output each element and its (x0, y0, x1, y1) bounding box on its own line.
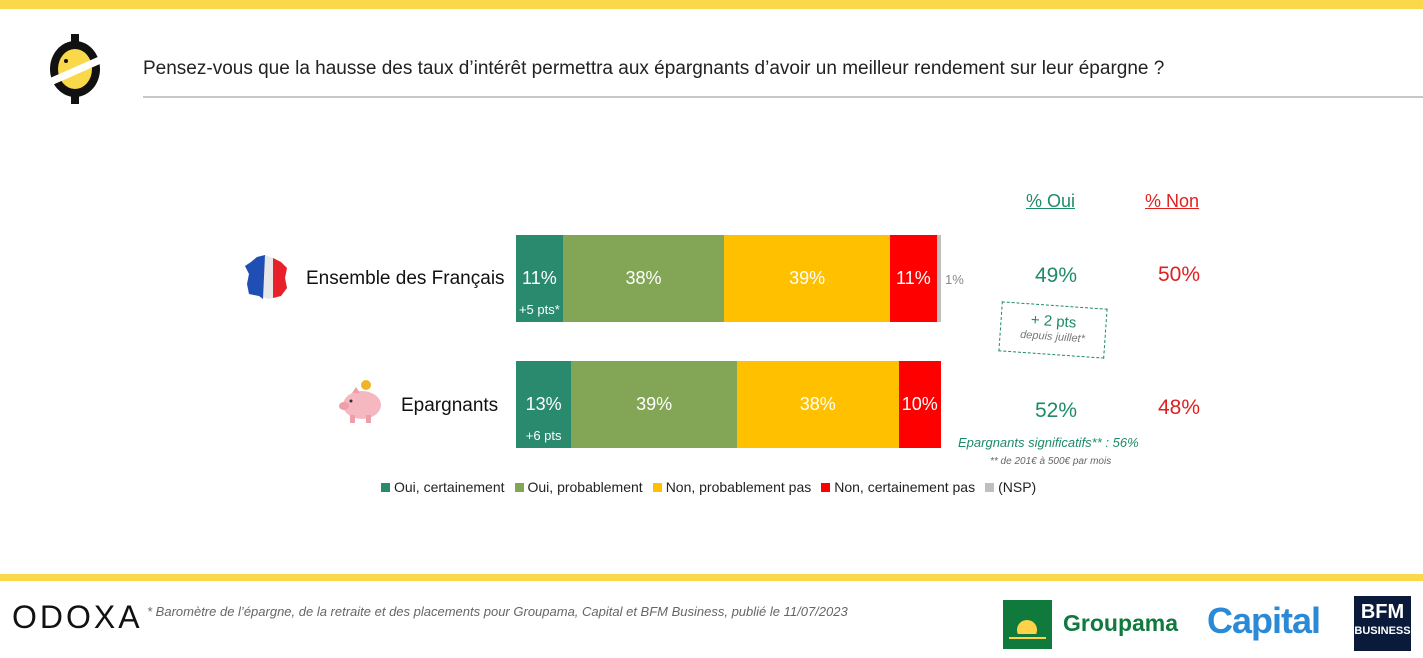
stacked-bar-epargnants: 13% +6 pts 39% 38% 10% (516, 361, 941, 448)
seg-nsp (936, 235, 941, 322)
segment-value-label: 11% (522, 268, 557, 288)
seg-oui-certainement: 11% +5 pts* (516, 235, 563, 322)
significant-savers-footnote: ** de 201€ à 500€ par mois (990, 456, 1112, 467)
nsp-data-label: 1% (945, 272, 964, 287)
legend-label: Non, probablement pas (665, 479, 812, 495)
evolution-note-box: + 2 pts depuis juillet* (998, 301, 1108, 359)
groupama-emblem-icon (1003, 620, 1052, 649)
seg-oui-certainement: 13% +6 pts (516, 361, 572, 448)
legend-label: Oui, probablement (527, 479, 643, 495)
legend-item-non-certainement-pas: Non, certainement pas (821, 479, 975, 495)
source-footnote: * Baromètre de l’épargne, de la retraite… (147, 604, 848, 619)
seg-non-probablement-pas: 39% (724, 235, 890, 322)
bottom-accent-bar (0, 574, 1423, 581)
stacked-bar-ensemble: 11% +5 pts* 38% 39% 11% (516, 235, 941, 322)
legend-label: (NSP) (998, 479, 1037, 495)
legend-label: Non, certainement pas (834, 479, 976, 495)
chart-legend: Oui, certainement Oui, probablement Non,… (381, 479, 1046, 495)
piggy-bank-icon (339, 380, 381, 423)
france-map-icon (245, 255, 287, 299)
row-label-ensemble: Ensemble des Français (306, 268, 505, 289)
legend-item-non-probablement-pas: Non, probablement pas (652, 479, 812, 495)
bfm-logo-top: BFM (1360, 601, 1405, 623)
column-header-non: % Non (1145, 191, 1200, 211)
bfm-business-logo: BFM BUSINESS (1354, 596, 1411, 651)
seg-oui-probablement: 38% (562, 235, 725, 322)
segment-value-label: 13% (525, 394, 562, 414)
significant-savers-note: Epargnants significatifs** : 56% (958, 435, 1139, 450)
legend-swatch (381, 482, 390, 492)
row-label-epargnants: Epargnants (401, 395, 499, 416)
legend-item-oui-certainement: Oui, certainement (381, 479, 505, 495)
legend-swatch (985, 482, 995, 492)
total-non-ensemble: 50% (1158, 263, 1201, 286)
legend-item-nsp: (NSP) (985, 479, 1036, 495)
top-accent-bar (0, 0, 1423, 9)
seg-non-certainement-pas: 11% (890, 235, 937, 322)
segment-value-label: 11% (896, 268, 931, 288)
capital-wordmark: Capital (1207, 600, 1321, 641)
segment-value-label: 39% (636, 394, 673, 414)
bfm-logo-bottom: BUSINESS (1354, 625, 1411, 637)
seg-non-certainement-pas: 10% (898, 361, 941, 448)
seg-non-probablement-pas: 38% (737, 361, 899, 448)
segment-value-label: 38% (799, 394, 836, 414)
groupama-logo-icon (1003, 600, 1052, 649)
question-title: Pensez-vous que la hausse des taux d’int… (143, 58, 1165, 79)
legend-swatch (821, 482, 831, 492)
legend-item-oui-probablement: Oui, probablement (514, 479, 643, 495)
legend-label: Oui, certainement (394, 479, 505, 495)
total-oui-epargnants: 52% (1035, 399, 1078, 422)
total-oui-ensemble: 49% (1035, 264, 1078, 287)
total-non-epargnants: 48% (1158, 396, 1201, 419)
seg-oui-probablement: 39% (571, 361, 737, 448)
column-header-oui: % Oui (1026, 191, 1076, 211)
segment-evolution-label: +6 pts (525, 428, 562, 443)
segment-value-label: 39% (789, 268, 826, 288)
legend-swatch (652, 482, 662, 492)
odoxa-wordmark: ODOXA (12, 599, 143, 635)
title-divider (143, 96, 1423, 98)
segment-value-label: 38% (625, 268, 662, 288)
odoxa-logo-icon (50, 34, 100, 104)
groupama-wordmark: Groupama (1063, 610, 1179, 636)
segment-evolution-label: +5 pts* (518, 302, 560, 317)
legend-swatch (514, 482, 524, 492)
segment-value-label: 10% (901, 394, 938, 414)
